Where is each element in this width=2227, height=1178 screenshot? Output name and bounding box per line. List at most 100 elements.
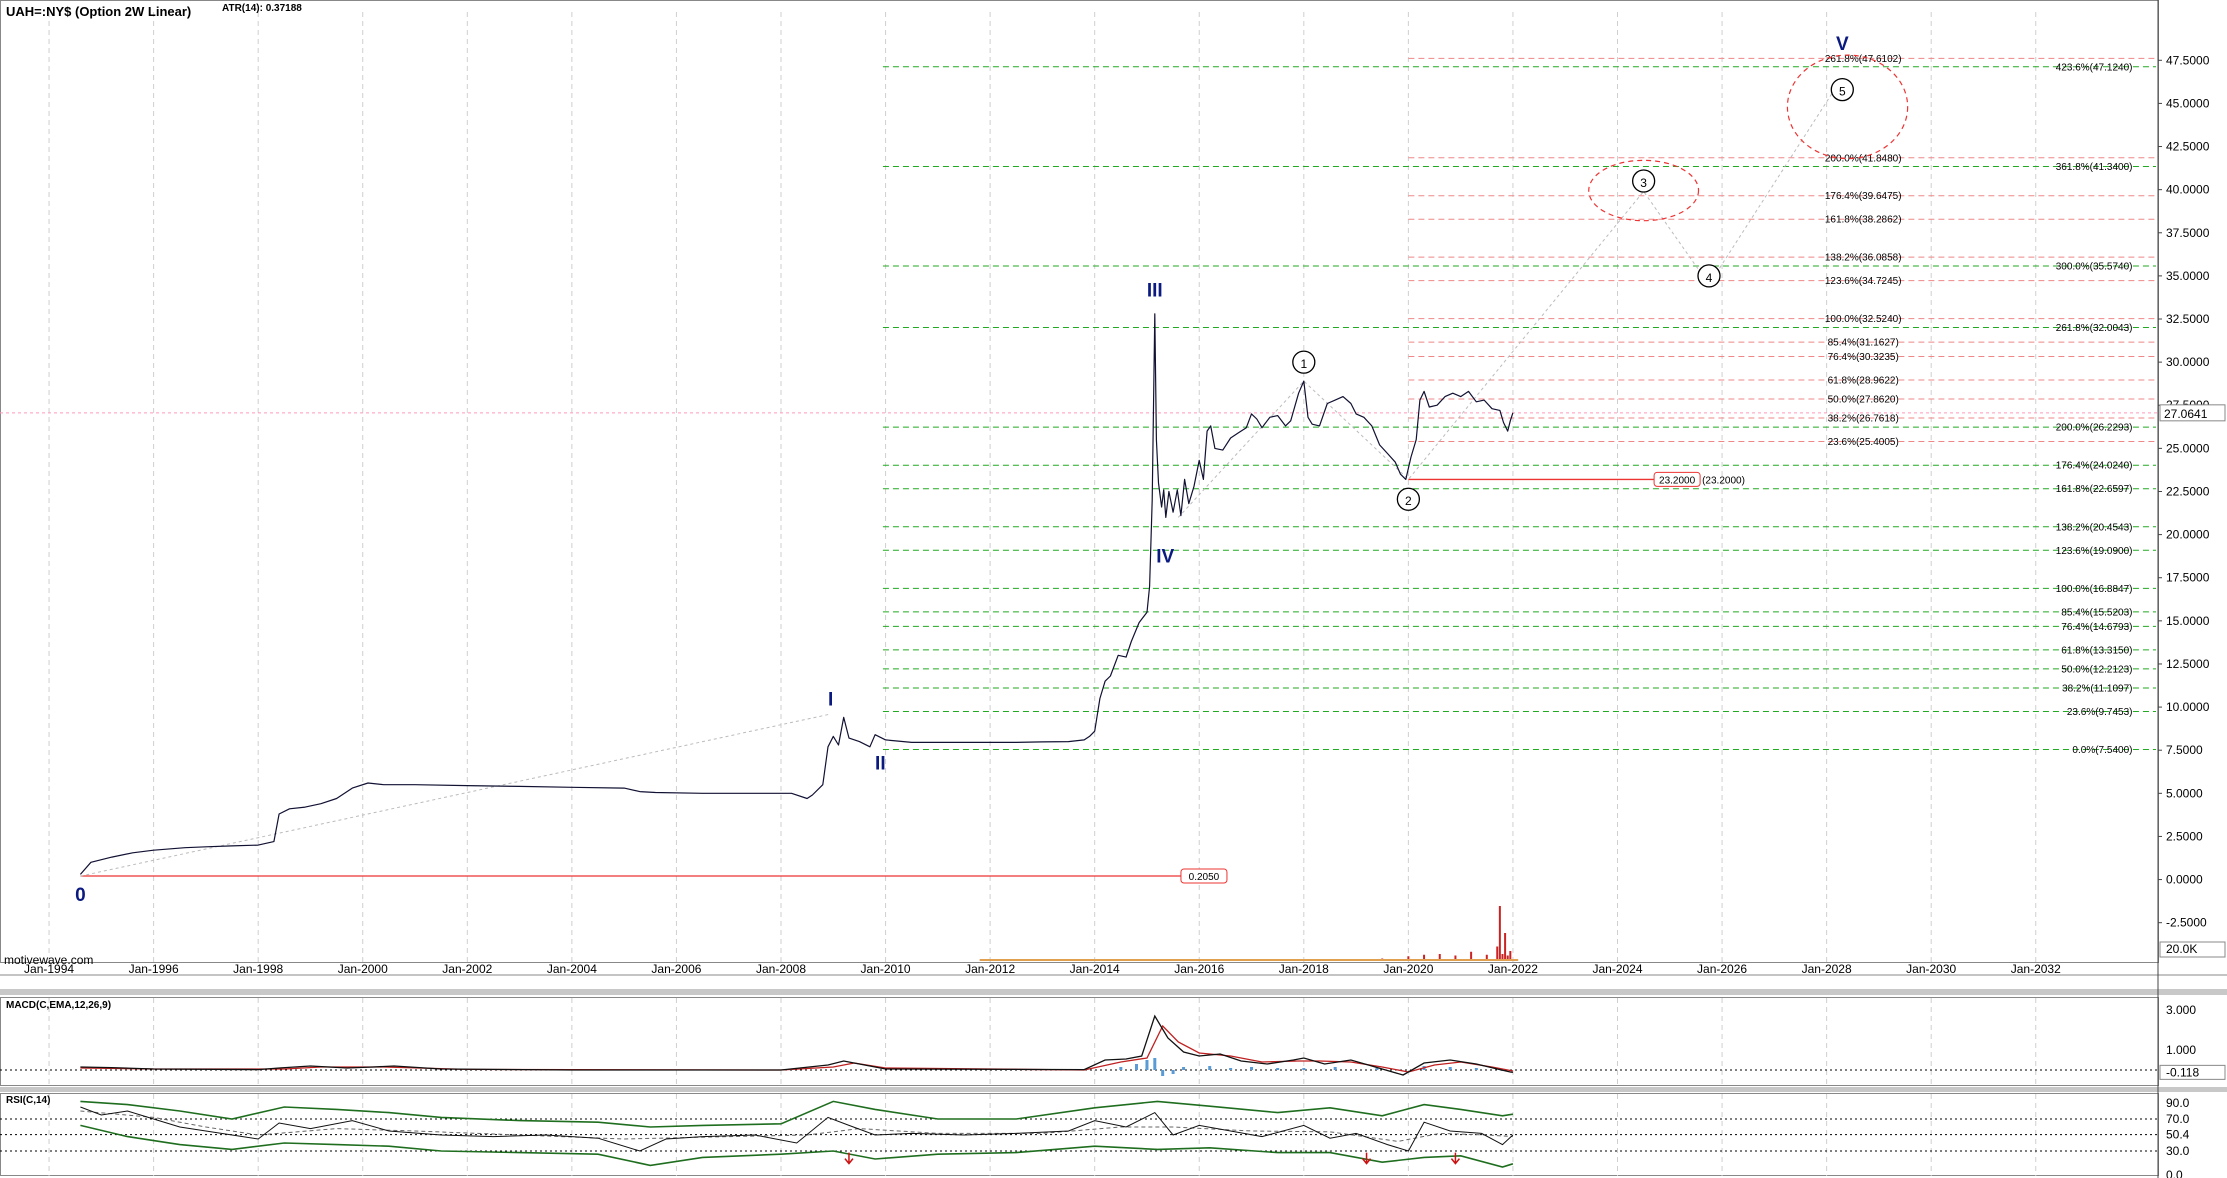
x-tick-label: Jan-1994 xyxy=(24,962,74,976)
fib-green-label: 138.2%(20.4543) xyxy=(2056,522,2133,533)
y-tick-label: 20.0000 xyxy=(2166,528,2210,542)
rsi-tick-label: 50.4 xyxy=(2166,1128,2190,1142)
down-arrow-icon xyxy=(1361,1152,1372,1165)
rsi-lower-band xyxy=(80,1124,1514,1168)
fib-red-label: 161.8%(38.2862) xyxy=(1825,215,1902,226)
y-tick-label: 5.0000 xyxy=(2166,786,2203,800)
date-axis-band xyxy=(0,963,2227,975)
rsi-tick-label: 70.0 xyxy=(2166,1112,2190,1126)
fib-green-label: 261.8%(32.0043) xyxy=(2056,323,2133,334)
x-tick-label: Jan-2024 xyxy=(1592,962,1642,976)
macd-line xyxy=(80,1014,1513,1076)
rsi-tick-label: 90.0 xyxy=(2166,1096,2190,1110)
x-tick-label: Jan-1996 xyxy=(129,962,179,976)
y-tick-label: 12.5000 xyxy=(2166,657,2210,671)
x-tick-label: Jan-2004 xyxy=(547,962,597,976)
y-tick-label: 37.5000 xyxy=(2166,226,2210,240)
fib-green-label: 61.8%(13.3150) xyxy=(2061,645,2132,656)
y-tick-label: 47.5000 xyxy=(2166,53,2210,67)
fib-green-label: 50.0%(12.2123) xyxy=(2061,664,2132,675)
price-line xyxy=(79,313,1514,875)
macd-pane-frame xyxy=(0,997,2159,1086)
fib-red-label: 76.4%(30.3235) xyxy=(1828,352,1899,363)
y-tick-label: 35.0000 xyxy=(2166,269,2210,283)
wave-label-circled: 3 xyxy=(1640,176,1647,190)
atr-indicator: ATR(14): 0.37188 xyxy=(222,3,302,14)
x-tick-label: Jan-2026 xyxy=(1697,962,1747,976)
fib-red-label: 123.6%(34.7245) xyxy=(1825,276,1902,287)
rsi-line xyxy=(80,1106,1514,1152)
x-tick-label: Jan-1998 xyxy=(233,962,283,976)
y-tick-label: 22.5000 xyxy=(2166,484,2210,498)
fib-red-label: 85.4%(31.1627) xyxy=(1828,338,1899,349)
chart-marks: Jan-1994 Jan-1996 Jan-1998 Jan-2000 Jan-2002… xyxy=(0,34,2226,1178)
x-tick-label: Jan-2006 xyxy=(651,962,701,976)
y-tick-label: 42.5000 xyxy=(2166,140,2210,154)
wave-circle-icon xyxy=(1697,264,1721,288)
x-tick-label: Jan-2032 xyxy=(2011,962,2061,976)
y-tick-label: -2.5000 xyxy=(2166,916,2207,930)
fib-green-label: 300.0%(35.5740) xyxy=(2056,261,2133,272)
symbol-title: UAH=:NY$ (Option 2W Linear) xyxy=(6,4,191,19)
current-price-label: 27.0641 xyxy=(2164,407,2208,421)
macd-tick-label: 3.000 xyxy=(2166,1003,2196,1017)
wave-label-circled: 1 xyxy=(1300,357,1307,371)
fib-green-label: 76.4%(14.6793) xyxy=(2061,622,2132,633)
fib-red-label: 61.8%(28.9622) xyxy=(1828,376,1899,387)
fib-green-label: 361.8%(41.3400) xyxy=(2056,162,2133,173)
x-tick-label: Jan-2000 xyxy=(338,962,388,976)
macd-title: MACD(C,EMA,12,26,9) xyxy=(6,1000,111,1011)
y-tick-label: 15.0000 xyxy=(2166,614,2210,628)
y-tick-label: 2.5000 xyxy=(2166,829,2203,843)
macd-current-box xyxy=(2159,1064,2226,1080)
fib-red-label: 50.0%(27.8620) xyxy=(1828,395,1899,406)
rsi-pane-frame xyxy=(0,1093,2159,1176)
fib-green-label: 100.0%(16.8847) xyxy=(2056,584,2133,595)
support-value-label: 23.2000 xyxy=(1659,475,1696,486)
fib-red-label: 176.4%(39.6475) xyxy=(1825,191,1902,202)
x-tick-label: Jan-2018 xyxy=(1279,962,1329,976)
pane-divider-2 xyxy=(0,1087,2227,1092)
fib-red-label: 100.0%(32.5240) xyxy=(1825,314,1902,325)
fib-green-label: 423.6%(47.1240) xyxy=(2056,62,2133,73)
fib-red-label: 261.8%(47.6102) xyxy=(1825,54,1902,65)
fib-green-label: 38.2%(11.1097) xyxy=(2062,683,2132,694)
x-tick-label: Jan-2030 xyxy=(1906,962,1956,976)
target-zone-ellipse xyxy=(1588,159,1700,222)
wave-label: II xyxy=(875,753,886,774)
fib-red-label: 200.0%(41.8480) xyxy=(1825,153,1902,164)
down-arrow-icon xyxy=(844,1152,854,1165)
wave-label: IV xyxy=(1156,546,1174,567)
volume-label: 20.0K xyxy=(2166,942,2197,956)
pane-divider-1 xyxy=(0,989,2227,995)
wave-label-circled: 2 xyxy=(1405,494,1412,508)
macd-tick-label: 1.000 xyxy=(2166,1043,2196,1057)
rsi-tick-label: 30.0 xyxy=(2166,1144,2190,1158)
wave-label: I xyxy=(828,689,833,710)
fib-green-label: 23.6%(9.7453) xyxy=(2067,707,2133,718)
support-value-box xyxy=(1180,868,1228,884)
fib-green-label: 176.4%(24.0240) xyxy=(2056,461,2133,472)
volume-label-box xyxy=(2159,941,2226,958)
fib-green-label: 85.4%(15.5203) xyxy=(2061,607,2132,618)
macd-current-label: -0.118 xyxy=(2166,1065,2199,1079)
x-tick-label: Jan-2008 xyxy=(756,962,806,976)
wave-circle-icon xyxy=(1396,487,1421,511)
watermark: motivewave.com xyxy=(4,953,93,967)
y-tick-label: 10.0000 xyxy=(2166,700,2210,714)
x-tick-label: Jan-2020 xyxy=(1383,962,1433,976)
rsi-title: RSI(C,14) xyxy=(6,1095,50,1106)
wave-circle-icon xyxy=(1830,77,1854,102)
wave-label: 0 xyxy=(75,885,86,906)
fib-red-label: 138.2%(36.0858) xyxy=(1825,253,1902,264)
support-value-label: 0.2050 xyxy=(1189,872,1220,883)
projection-path xyxy=(1177,77,1843,518)
fib-green-label: 0.0%(7.5400) xyxy=(2072,745,2132,756)
support-value-box xyxy=(1653,471,1701,487)
fib-red-label: 38.2%(26.7618) xyxy=(1828,413,1899,424)
main-pane-frame xyxy=(0,0,2159,963)
fib-green-label: 200.0%(26.2293) xyxy=(2056,423,2133,434)
current-price-box xyxy=(2159,404,2226,422)
